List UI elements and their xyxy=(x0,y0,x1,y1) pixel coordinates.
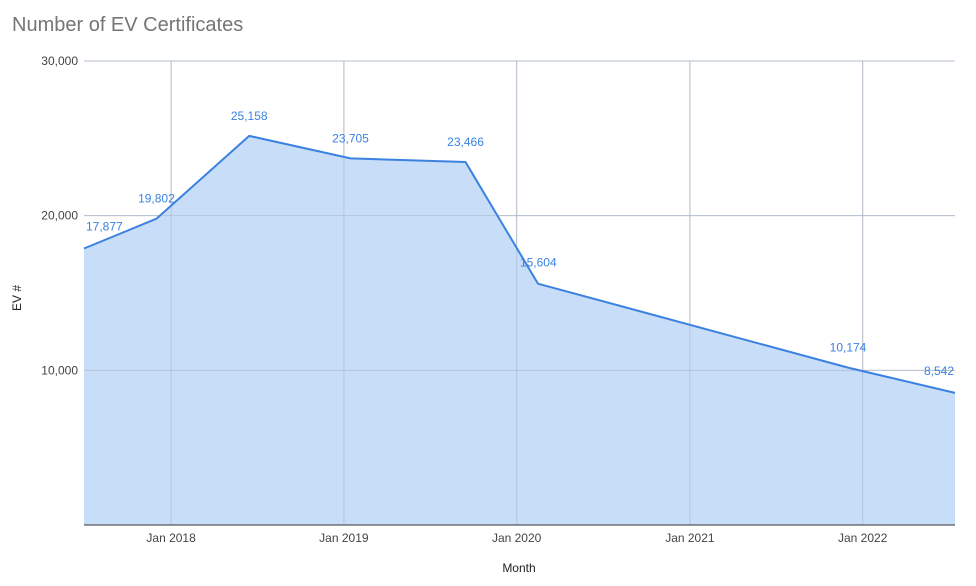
chart-title: Number of EV Certificates xyxy=(12,14,243,36)
y-tick-label: 20,000 xyxy=(41,209,78,223)
series-line xyxy=(83,134,956,394)
x-tick-label: Jan 2018 xyxy=(146,531,196,545)
area-fill xyxy=(84,135,955,526)
x-axis-ticks: Jan 2018 Jan 2019 Jan 2020 Jan 2021 Jan 2022 xyxy=(146,531,887,545)
data-label: 19,802 xyxy=(138,192,175,206)
plot-area xyxy=(83,60,956,526)
data-label: 25,158 xyxy=(231,109,268,123)
data-label: 17,877 xyxy=(86,220,123,234)
x-tick-label: Jan 2020 xyxy=(492,531,542,545)
x-tick-label: Jan 2019 xyxy=(319,531,369,545)
y-tick-label: 30,000 xyxy=(41,54,78,68)
data-label: 10,174 xyxy=(830,341,867,355)
data-labels: 17,877 19,802 25,158 23,705 23,466 15,604 10,1… xyxy=(86,109,954,378)
x-axis-title: Month xyxy=(502,561,535,575)
data-label: 23,466 xyxy=(447,135,484,149)
y-axis-ticks: 10,000 20,000 30,000 xyxy=(41,54,78,377)
x-tick-label: Jan 2021 xyxy=(665,531,715,545)
data-label: 23,705 xyxy=(332,131,369,145)
data-label: 15,604 xyxy=(520,256,557,270)
y-tick-label: 10,000 xyxy=(41,363,78,377)
x-tick-label: Jan 2022 xyxy=(838,531,888,545)
y-axis-title: EV # xyxy=(10,285,24,311)
data-label: 8,542 xyxy=(924,364,954,378)
